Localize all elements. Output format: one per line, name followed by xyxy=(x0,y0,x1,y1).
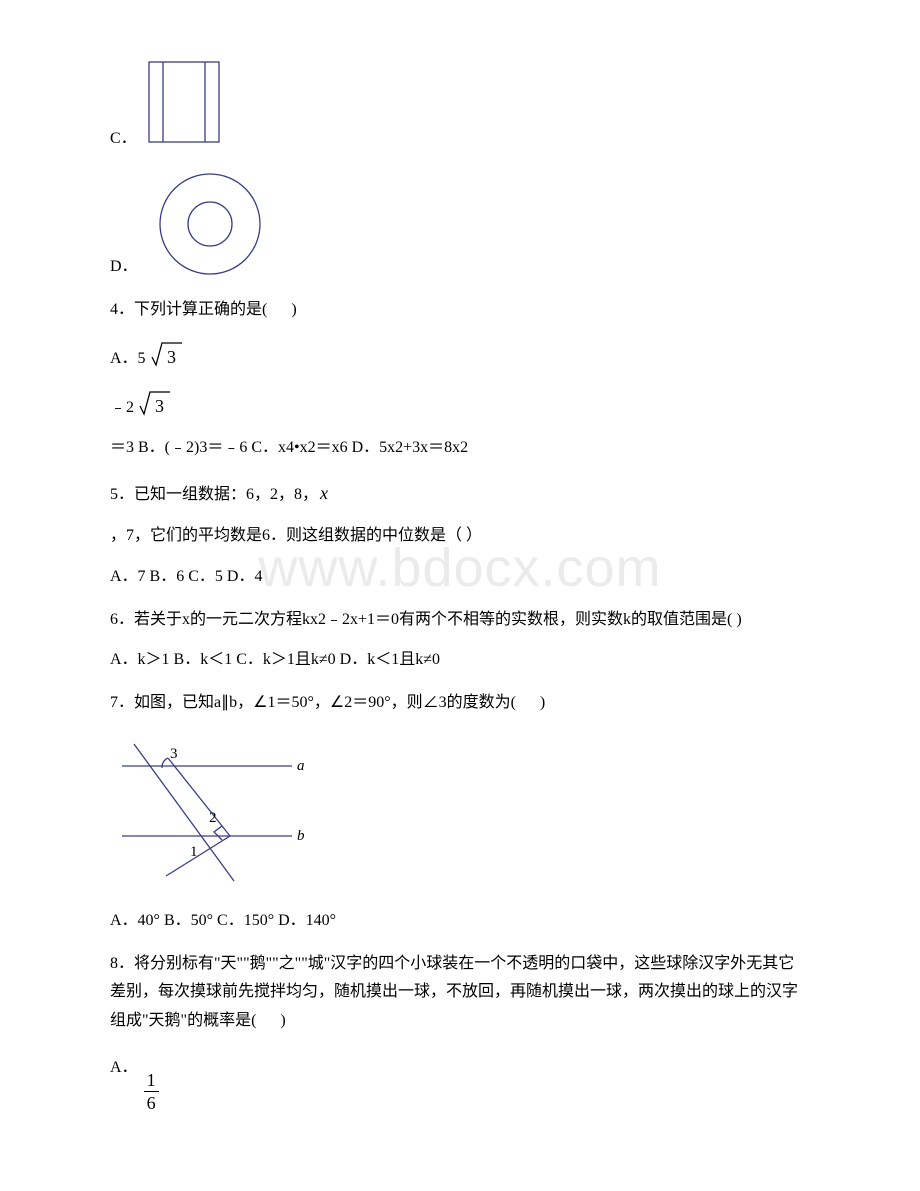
q7-stem-close: ) xyxy=(540,694,545,711)
q8-optA: A． 1 6 xyxy=(110,1054,810,1112)
document-body: C． D． 4．下列计算正确的是( ) A．5 3 ﹣2 3 xyxy=(110,60,810,1112)
q7-stem-text: 7．如图，已知a∥b，∠1＝50°，∠2＝90°，则∠3的度数为( xyxy=(110,694,516,711)
q4-a-label: A．5 xyxy=(110,350,146,367)
q8-a-label: A． xyxy=(110,1059,138,1076)
q7-stem: 7．如图，已知a∥b，∠1＝50°，∠2＝90°，则∠3的度数为( ) xyxy=(110,689,810,718)
sqrt-icon: 3 xyxy=(138,388,172,418)
option-d-label: D． xyxy=(110,253,138,282)
option-c-label: C． xyxy=(110,125,137,154)
sqrt-2root3: 3 xyxy=(138,388,172,418)
q5-line1-pre: 5．已知一组数据：6，2，8， xyxy=(110,486,318,503)
q4-stem: 4．下列计算正确的是( ) xyxy=(110,296,810,325)
q4-optA: A．5 3 xyxy=(110,339,810,374)
q7-label-2: 2 xyxy=(209,810,217,826)
paren-gap xyxy=(267,296,291,325)
sqrt-icon: 3 xyxy=(150,339,184,369)
q5-opts: A．7 B．6 C．5 D．4 xyxy=(110,563,810,592)
q8-stem: 8．将分别标有"天""鹅""之""城"汉字的四个小球装在一个不透明的口袋中，这些… xyxy=(110,950,810,1036)
paren-gap xyxy=(516,689,540,718)
q7-label-b: b xyxy=(297,828,305,844)
q7-label-3: 3 xyxy=(170,746,178,762)
q5-x-var: x xyxy=(318,483,330,503)
fraction-1-6: 1 6 xyxy=(144,1071,159,1112)
q4-minus-label: ﹣2 xyxy=(110,399,134,416)
q7-label-1: 1 xyxy=(190,844,198,860)
cylinder-icon xyxy=(147,60,221,144)
sqrt-val-1: 3 xyxy=(167,347,176,367)
paren-gap xyxy=(256,1007,280,1036)
q7-diagram: 3 2 1 a b xyxy=(114,736,314,886)
option-d-row: D． xyxy=(110,168,810,282)
q5-line2: ，7，它们的平均数是6．则这组数据的中位数是（ ） xyxy=(110,522,810,551)
frac-den: 6 xyxy=(144,1091,159,1112)
option-c-row: C． xyxy=(110,60,810,154)
sqrt-5root3: 3 xyxy=(150,339,184,369)
q8-stem-text: 8．将分别标有"天""鹅""之""城"汉字的四个小球装在一个不透明的口袋中，这些… xyxy=(110,955,798,1030)
q4-stem-close: ) xyxy=(291,301,296,318)
q5-line1: 5．已知一组数据：6，2，8，x xyxy=(110,477,810,510)
q4-stem-text: 4．下列计算正确的是( xyxy=(110,301,267,318)
q4-line3: ＝3 B．(﹣2)3＝﹣6 C．x4•x2＝x6 D．5x2+3x＝8x2 xyxy=(110,434,810,463)
q4-minus-part: ﹣2 3 xyxy=(110,388,810,423)
q7-opts: A．40° B．50° C．150° D．140° xyxy=(110,907,810,936)
frac-num: 1 xyxy=(144,1071,159,1091)
sqrt-val-2: 3 xyxy=(155,396,164,416)
q6-opts: A．k＞1 B．k＜1 C．k＞1且k≠0 D．k＜1且k≠0 xyxy=(110,646,810,675)
q8-stem-close: ) xyxy=(280,1012,285,1029)
q6-stem: 6．若关于x的一元二次方程kx2﹣2x+1＝0有两个不相等的实数根，则实数k的取… xyxy=(110,606,810,635)
q7-label-a: a xyxy=(297,758,305,774)
donut-icon xyxy=(154,168,266,280)
